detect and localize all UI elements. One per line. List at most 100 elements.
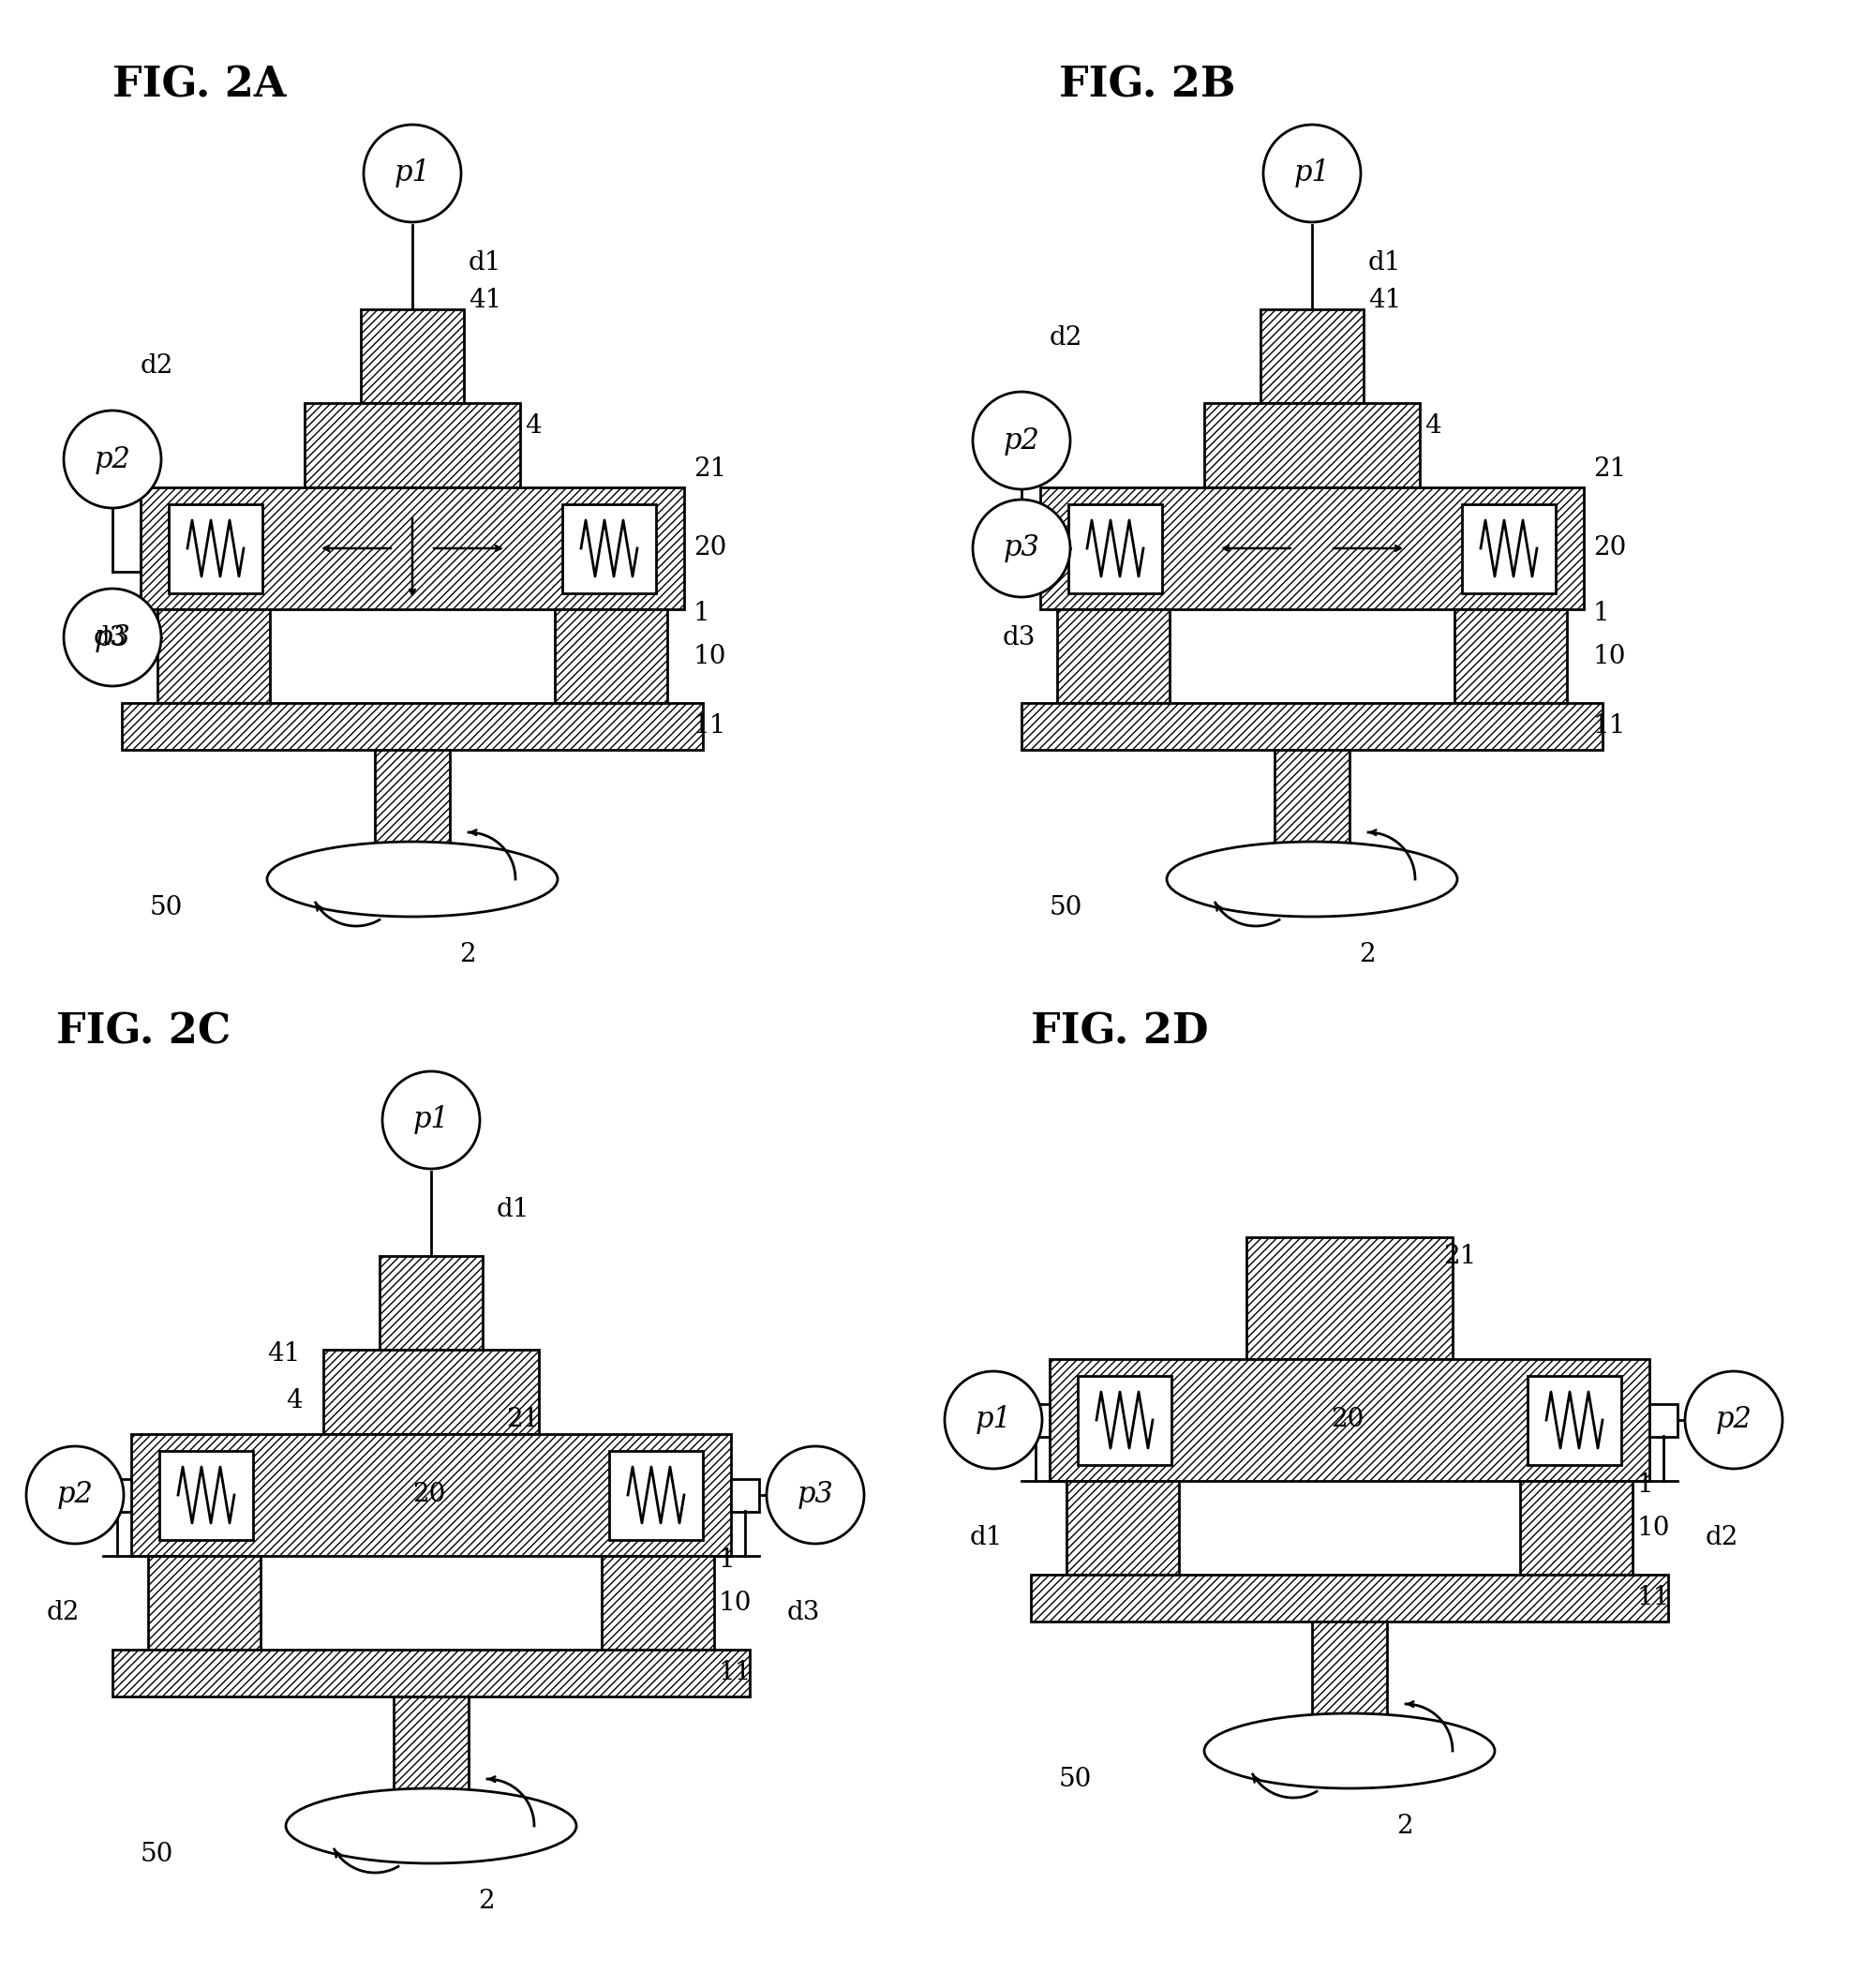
Bar [1067, 1481, 1180, 1574]
Text: d1: d1 [497, 1197, 531, 1223]
Circle shape [1684, 1372, 1782, 1469]
Bar [1520, 1481, 1633, 1574]
Text: 21: 21 [693, 455, 727, 481]
Text: 10: 10 [719, 1590, 753, 1616]
Text: 11: 11 [1636, 1586, 1670, 1610]
Bar [601, 1557, 714, 1650]
Text: 2: 2 [477, 1889, 494, 1914]
Text: 41: 41 [468, 288, 501, 312]
Text: d2: d2 [141, 354, 174, 378]
Bar [1313, 1622, 1387, 1726]
Bar [324, 1350, 538, 1433]
Bar [159, 1451, 253, 1541]
Bar [131, 1433, 730, 1557]
Bar [1050, 1360, 1649, 1481]
Circle shape [973, 499, 1071, 596]
Ellipse shape [266, 841, 558, 916]
Text: p3: p3 [1004, 535, 1039, 563]
Circle shape [973, 392, 1071, 489]
Text: d1: d1 [971, 1525, 1004, 1551]
Bar [1204, 404, 1420, 487]
Bar [148, 1557, 261, 1650]
Circle shape [383, 1072, 481, 1169]
Text: FIG. 2C: FIG. 2C [55, 1012, 231, 1052]
Text: 4: 4 [1424, 414, 1440, 439]
Text: 4: 4 [525, 414, 542, 439]
Ellipse shape [1204, 1714, 1494, 1789]
Circle shape [1263, 125, 1361, 223]
Text: 20: 20 [412, 1483, 446, 1507]
Bar [1021, 704, 1603, 749]
Bar [1261, 310, 1363, 404]
Text: 10: 10 [1636, 1515, 1670, 1541]
Text: 20: 20 [693, 535, 727, 561]
Text: 50: 50 [1050, 895, 1084, 920]
Bar [1041, 487, 1585, 608]
Text: 21: 21 [1444, 1242, 1476, 1268]
Bar [730, 1479, 760, 1511]
Bar [394, 1696, 468, 1799]
Bar [122, 704, 703, 749]
Bar [1274, 749, 1350, 853]
Text: 10: 10 [693, 644, 727, 668]
Text: d1: d1 [1368, 250, 1402, 274]
Text: p2: p2 [1004, 425, 1039, 455]
Bar [608, 1451, 703, 1541]
Bar [305, 404, 520, 487]
Text: 2: 2 [1359, 942, 1376, 966]
Text: p1: p1 [412, 1105, 449, 1135]
Text: d2: d2 [46, 1600, 80, 1624]
Text: FIG. 2B: FIG. 2B [1059, 66, 1235, 105]
Text: 1: 1 [693, 600, 710, 626]
Circle shape [63, 412, 161, 509]
Text: d3: d3 [1002, 624, 1035, 650]
Text: FIG. 2A: FIG. 2A [113, 66, 287, 105]
Bar [113, 1650, 749, 1696]
Bar [361, 310, 464, 404]
Ellipse shape [1167, 841, 1457, 916]
Text: 41: 41 [266, 1342, 300, 1368]
Bar [168, 505, 263, 592]
Text: 20: 20 [1594, 535, 1627, 561]
Text: 21: 21 [1594, 455, 1627, 481]
Text: 20: 20 [1331, 1408, 1365, 1433]
Text: p2: p2 [94, 445, 131, 473]
Bar [1021, 1404, 1050, 1437]
Text: p2: p2 [1716, 1406, 1753, 1435]
Bar [379, 1256, 483, 1350]
Text: 1: 1 [1636, 1473, 1653, 1499]
Text: 11: 11 [1594, 714, 1627, 740]
Text: 2: 2 [1396, 1813, 1413, 1839]
Text: 21: 21 [507, 1408, 540, 1433]
Bar [1463, 505, 1555, 592]
Text: 50: 50 [150, 895, 183, 920]
Bar [562, 505, 656, 592]
Bar [1011, 533, 1041, 565]
Text: 4: 4 [287, 1388, 303, 1413]
Bar [1032, 1574, 1668, 1622]
Circle shape [364, 125, 460, 223]
Text: p3: p3 [797, 1481, 834, 1509]
Text: 50: 50 [141, 1841, 174, 1867]
Text: p3: p3 [94, 622, 131, 652]
Circle shape [26, 1445, 124, 1545]
Bar [1527, 1376, 1622, 1465]
Text: FIG. 2D: FIG. 2D [1032, 1012, 1209, 1052]
Text: 1: 1 [719, 1549, 736, 1573]
Bar [1455, 608, 1566, 704]
Bar [555, 608, 667, 704]
Bar [1069, 505, 1161, 592]
Text: d3: d3 [94, 624, 128, 650]
Text: p1: p1 [394, 159, 431, 189]
Bar [1078, 1376, 1172, 1465]
Text: 11: 11 [693, 714, 727, 740]
Text: 2: 2 [459, 942, 475, 966]
Circle shape [945, 1372, 1043, 1469]
Ellipse shape [287, 1789, 577, 1863]
Text: 1: 1 [1594, 600, 1610, 626]
Text: d2: d2 [1050, 324, 1084, 350]
Text: d3: d3 [788, 1600, 821, 1624]
Circle shape [63, 588, 161, 686]
Text: 50: 50 [1059, 1765, 1093, 1791]
Text: 11: 11 [719, 1660, 753, 1686]
